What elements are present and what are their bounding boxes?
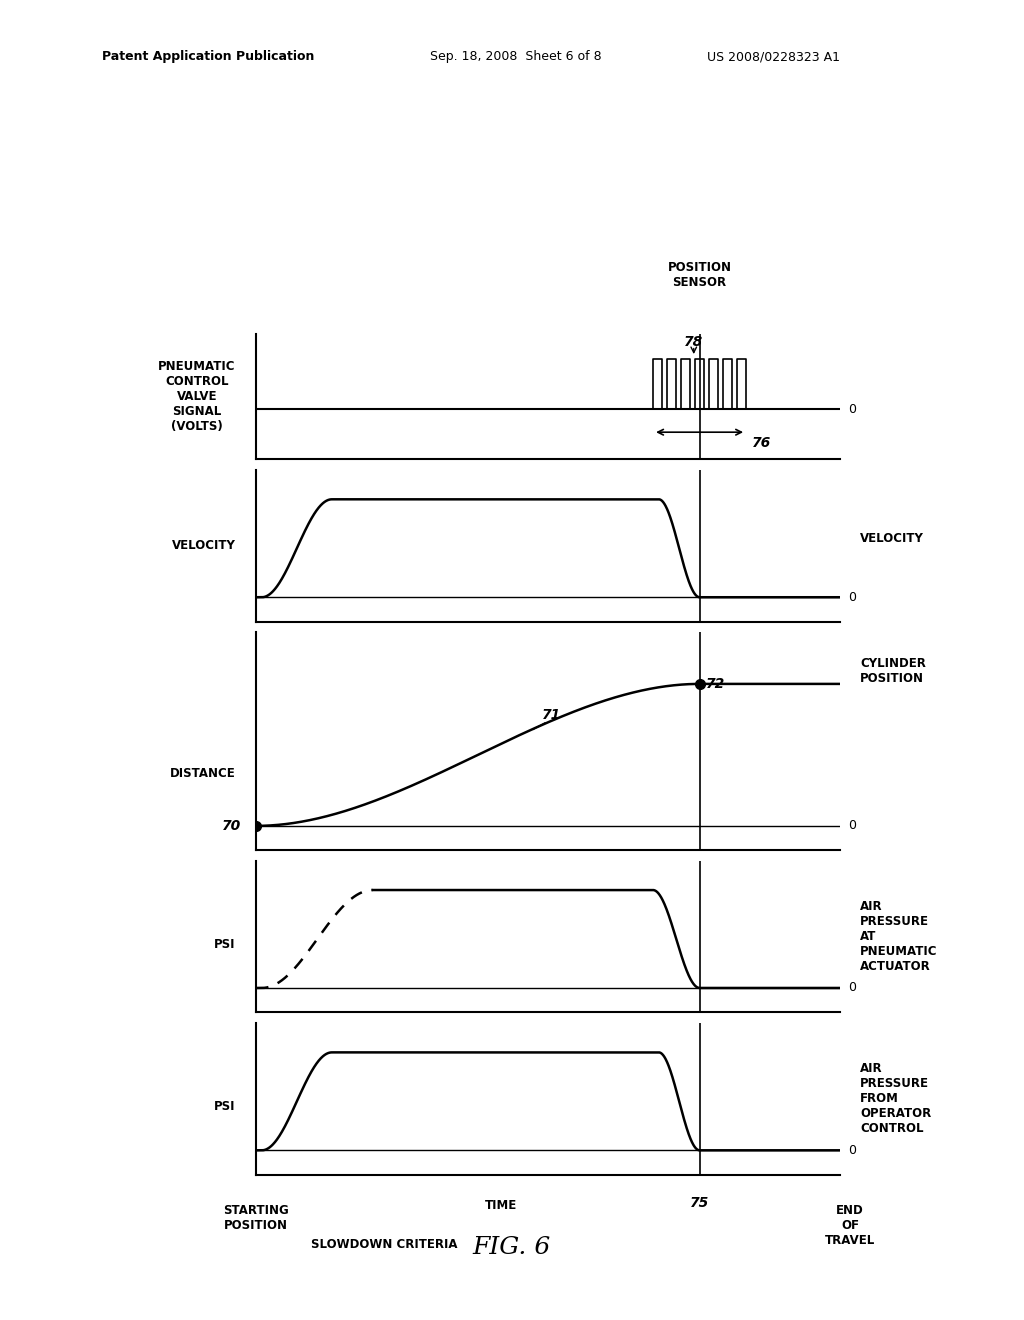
Text: PSI: PSI <box>214 1100 236 1113</box>
Text: FIG. 6: FIG. 6 <box>473 1236 551 1259</box>
Text: END
OF
TRAVEL: END OF TRAVEL <box>824 1204 876 1247</box>
Text: 72: 72 <box>706 677 725 690</box>
Text: STARTING
POSITION: STARTING POSITION <box>223 1204 289 1232</box>
Text: DISTANCE: DISTANCE <box>170 767 236 780</box>
Text: TIME: TIME <box>485 1199 517 1212</box>
Text: 0: 0 <box>849 403 856 416</box>
Text: 71: 71 <box>542 708 561 722</box>
Text: Sep. 18, 2008  Sheet 6 of 8: Sep. 18, 2008 Sheet 6 of 8 <box>430 50 602 63</box>
Text: PSI: PSI <box>214 937 236 950</box>
Text: CYLINDER
POSITION: CYLINDER POSITION <box>860 657 926 685</box>
Text: POSITION
SENSOR: POSITION SENSOR <box>668 260 731 289</box>
Text: 0: 0 <box>849 982 856 994</box>
Text: VELOCITY: VELOCITY <box>172 540 236 552</box>
Text: 0: 0 <box>849 820 856 833</box>
Text: PNEUMATIC
CONTROL
VALVE
SIGNAL
(VOLTS): PNEUMATIC CONTROL VALVE SIGNAL (VOLTS) <box>158 360 236 433</box>
Text: 0: 0 <box>849 591 856 603</box>
Text: AIR
PRESSURE
AT
PNEUMATIC
ACTUATOR: AIR PRESSURE AT PNEUMATIC ACTUATOR <box>860 900 938 973</box>
Text: AIR
PRESSURE
FROM
OPERATOR
CONTROL: AIR PRESSURE FROM OPERATOR CONTROL <box>860 1063 932 1135</box>
Text: Patent Application Publication: Patent Application Publication <box>102 50 314 63</box>
Text: 78: 78 <box>684 335 703 350</box>
Text: SLOWDOWN CRITERIA: SLOWDOWN CRITERIA <box>311 1238 458 1251</box>
Text: VELOCITY: VELOCITY <box>860 532 924 545</box>
Text: 76: 76 <box>752 437 771 450</box>
Text: US 2008/0228323 A1: US 2008/0228323 A1 <box>707 50 840 63</box>
Text: 0: 0 <box>849 1144 856 1156</box>
Text: 70: 70 <box>222 818 242 833</box>
Text: 75: 75 <box>690 1196 710 1210</box>
